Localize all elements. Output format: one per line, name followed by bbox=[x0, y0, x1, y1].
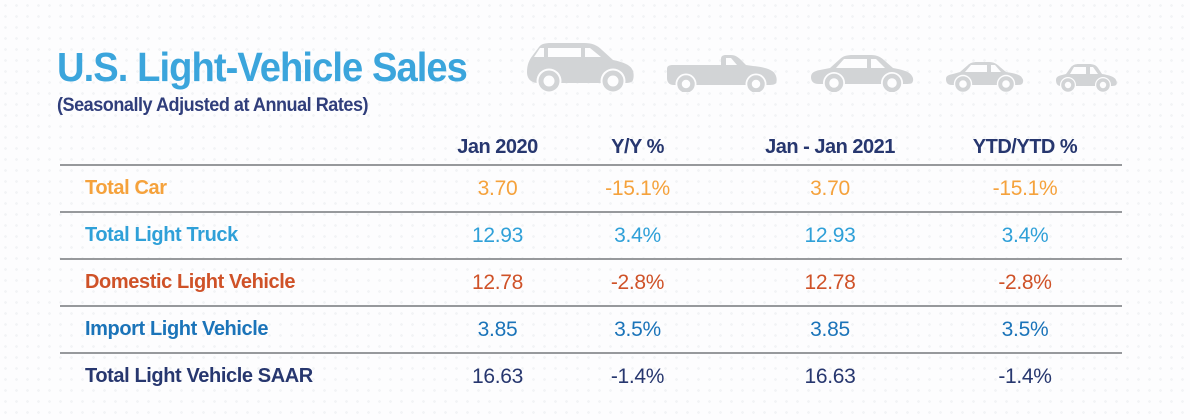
row-value: -1.4% bbox=[610, 364, 665, 388]
row-value: -1.4% bbox=[998, 364, 1052, 388]
page-subtitle: (Seasonally Adjusted at Annual Rates) bbox=[57, 95, 369, 116]
row-value: -2.8% bbox=[610, 270, 665, 294]
page-title: U.S. Light-Vehicle Sales bbox=[57, 44, 468, 90]
row-value: 3.5% bbox=[1001, 317, 1049, 341]
row-value: -2.8% bbox=[998, 270, 1052, 294]
column-header-ytd-ytd-pct: YTD/YTD % bbox=[972, 135, 1078, 158]
row-value: 3.70 bbox=[477, 176, 518, 200]
row-label: Domestic Light Vehicle bbox=[85, 271, 296, 293]
row-value: 3.4% bbox=[1001, 223, 1049, 247]
table-row-domestic-light-vehicle: Domestic Light Vehicle 12.78 -2.8% 12.78… bbox=[60, 258, 1122, 305]
coupe-icon bbox=[945, 62, 1023, 92]
column-header-jan-2020: Jan 2020 bbox=[457, 135, 538, 158]
row-value: 3.4% bbox=[614, 223, 661, 247]
table-row-total-light-truck: Total Light Truck 12.93 3.4% 12.93 3.4% bbox=[60, 211, 1122, 258]
row-value: 16.63 bbox=[804, 364, 856, 388]
row-value: 3.5% bbox=[614, 317, 661, 341]
row-value: -15.1% bbox=[992, 176, 1058, 200]
column-header-yy-pct: Y/Y % bbox=[611, 135, 664, 158]
table-row-import-light-vehicle: Import Light Vehicle 3.85 3.5% 3.85 3.5% bbox=[60, 305, 1122, 352]
vehicle-icons-row bbox=[524, 38, 1120, 92]
row-value: 12.78 bbox=[804, 270, 856, 294]
row-value: 3.85 bbox=[477, 317, 518, 341]
row-value: -15.1% bbox=[605, 176, 670, 200]
row-label: Total Light Truck bbox=[85, 224, 238, 246]
row-label: Total Light Vehicle SAAR bbox=[85, 365, 313, 387]
row-value: 12.93 bbox=[471, 223, 524, 247]
compact-car-icon bbox=[1056, 64, 1117, 92]
row-label: Import Light Vehicle bbox=[85, 318, 269, 340]
pickup-truck-icon bbox=[667, 55, 777, 92]
row-value: 3.85 bbox=[810, 317, 850, 341]
table-header-row: Jan 2020 Y/Y % Jan - Jan 2021 YTD/YTD % bbox=[60, 130, 1122, 164]
row-value: 12.78 bbox=[471, 270, 524, 294]
suv-icon bbox=[527, 43, 634, 92]
row-value: 16.63 bbox=[471, 364, 524, 388]
row-value: 12.93 bbox=[804, 223, 856, 247]
table-row-total-light-vehicle-saar: Total Light Vehicle SAAR 16.63 -1.4% 16.… bbox=[60, 352, 1122, 399]
table-row-total-car: Total Car 3.70 -15.1% 3.70 -15.1% bbox=[60, 164, 1122, 211]
sedan-icon bbox=[810, 55, 913, 92]
row-label: Total Car bbox=[85, 177, 167, 199]
sales-table: Jan 2020 Y/Y % Jan - Jan 2021 YTD/YTD % … bbox=[60, 130, 1122, 399]
column-header-jan-jan-2021: Jan - Jan 2021 bbox=[765, 135, 895, 158]
row-value: 3.70 bbox=[810, 176, 850, 200]
